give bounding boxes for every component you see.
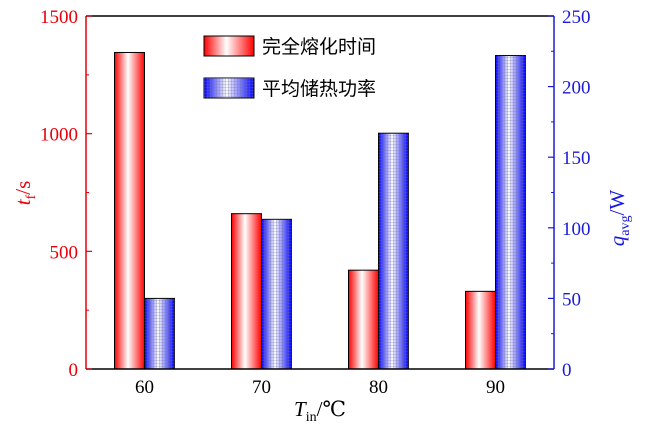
x-axis-title: Tin/℃ (294, 397, 346, 425)
bar-melting-time-80 (348, 269, 379, 370)
legend: 完全熔化时间 平均储热功率 (203, 35, 376, 100)
bar-melting-time-60 (114, 51, 145, 370)
legend-item-avg-power: 平均储热功率 (203, 77, 376, 100)
bar-melting-time-70 (231, 213, 262, 370)
ticks-layer: 60 70 80 90 0 500 1000 1500 0 50 100 150 200 250 (40, 7, 591, 398)
y-left-tick-label-1000: 1000 (40, 125, 78, 146)
y-axis-left-title: tf/s (11, 181, 39, 206)
y-left-tick-label-500: 500 (50, 242, 79, 263)
y-right-tick-label-100: 100 (562, 219, 591, 240)
legend-label-avg-power: 平均储热功率 (262, 78, 376, 100)
legend-swatch-melting-time (203, 35, 255, 57)
bar-avg-power-mesh-90 (495, 55, 526, 369)
legend-label-melting-time: 完全熔化时间 (262, 36, 376, 58)
y-left-tick-label-1500: 1500 (40, 7, 78, 28)
y-left-tick-label-0: 0 (69, 360, 79, 381)
y-right-tick-label-50: 50 (562, 289, 581, 310)
bars-layer (114, 51, 526, 370)
bar-avg-power-mesh-60 (144, 298, 175, 369)
x-tick-label-70: 70 (252, 377, 271, 398)
bar-avg-power-mesh-80 (378, 133, 409, 369)
legend-item-melting-time: 完全熔化时间 (203, 35, 376, 58)
y-right-tick-label-200: 200 (562, 78, 591, 99)
x-tick-label-80: 80 (369, 377, 388, 398)
x-tick-label-60: 60 (135, 377, 154, 398)
y-axis-right-title: qavg/W (605, 190, 633, 247)
bar-avg-power-mesh-70 (261, 219, 292, 369)
x-tick-label-90: 90 (486, 377, 505, 398)
y-right-tick-label-150: 150 (562, 148, 591, 169)
bar-melting-time-90 (465, 290, 496, 370)
y-right-tick-label-250: 250 (562, 7, 591, 28)
y-right-tick-label-0: 0 (562, 360, 572, 381)
legend-swatch-avg-power-mesh (204, 78, 254, 98)
